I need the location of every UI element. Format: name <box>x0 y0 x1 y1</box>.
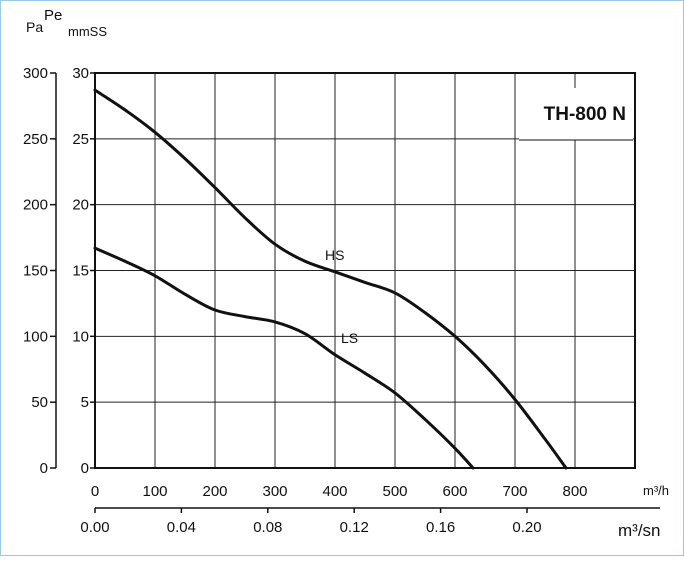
m3h-tick-label: 0 <box>91 483 99 500</box>
m3h-tick-label: 300 <box>262 483 287 500</box>
m3sn-tick-label: 0.16 <box>426 519 455 536</box>
m3h-axis-label: m³/h <box>643 483 669 498</box>
pa-tick-label: 50 <box>31 394 48 411</box>
pa-tick-label: 250 <box>23 131 48 148</box>
series-label-ls: LS <box>341 330 358 346</box>
series-line-ls <box>93 246 475 470</box>
title-box <box>519 88 633 140</box>
chart-title: TH-800 N <box>544 104 626 125</box>
series-line-hs <box>93 88 568 470</box>
axes <box>50 72 660 513</box>
pa-axis-label: Pa <box>26 19 43 35</box>
pe-axis-label: Pe <box>44 7 62 24</box>
m3sn-axis-label: m³/sn <box>618 521 661 540</box>
mmss-tick-label: 25 <box>72 131 89 148</box>
series-label-hs: HS <box>325 247 344 263</box>
pa-tick-label: 150 <box>23 263 48 280</box>
m3h-tick-label: 500 <box>382 483 407 500</box>
mmss-axis-label: mmSS <box>68 24 107 39</box>
m3sn-tick-label: 0.04 <box>167 519 196 536</box>
m3sn-tick-label: 0.08 <box>253 519 282 536</box>
m3sn-tick-label: 0.20 <box>512 519 541 536</box>
m3h-tick-label: 700 <box>502 483 527 500</box>
mmss-tick-label: 15 <box>72 263 89 280</box>
m3h-tick-label: 200 <box>202 483 227 500</box>
m3sn-tick-label: 0.12 <box>340 519 369 536</box>
mmss-tick-label: 5 <box>81 394 89 411</box>
mmss-tick-label: 20 <box>72 197 89 214</box>
m3h-tick-label: 100 <box>142 483 167 500</box>
m3sn-tick-label: 0.00 <box>80 519 109 536</box>
curves <box>93 88 568 470</box>
m3h-tick-label: 400 <box>322 483 347 500</box>
mmss-tick-label: 10 <box>72 328 89 345</box>
pa-tick-label: 200 <box>23 197 48 214</box>
pa-tick-label: 300 <box>23 65 48 82</box>
pa-tick-label: 0 <box>40 460 48 477</box>
m3h-tick-label: 800 <box>562 483 587 500</box>
m3h-tick-label: 600 <box>442 483 467 500</box>
grid <box>94 72 635 469</box>
mmss-tick-label: 0 <box>81 460 89 477</box>
pa-tick-label: 100 <box>23 328 48 345</box>
mmss-tick-label: 30 <box>72 65 89 82</box>
